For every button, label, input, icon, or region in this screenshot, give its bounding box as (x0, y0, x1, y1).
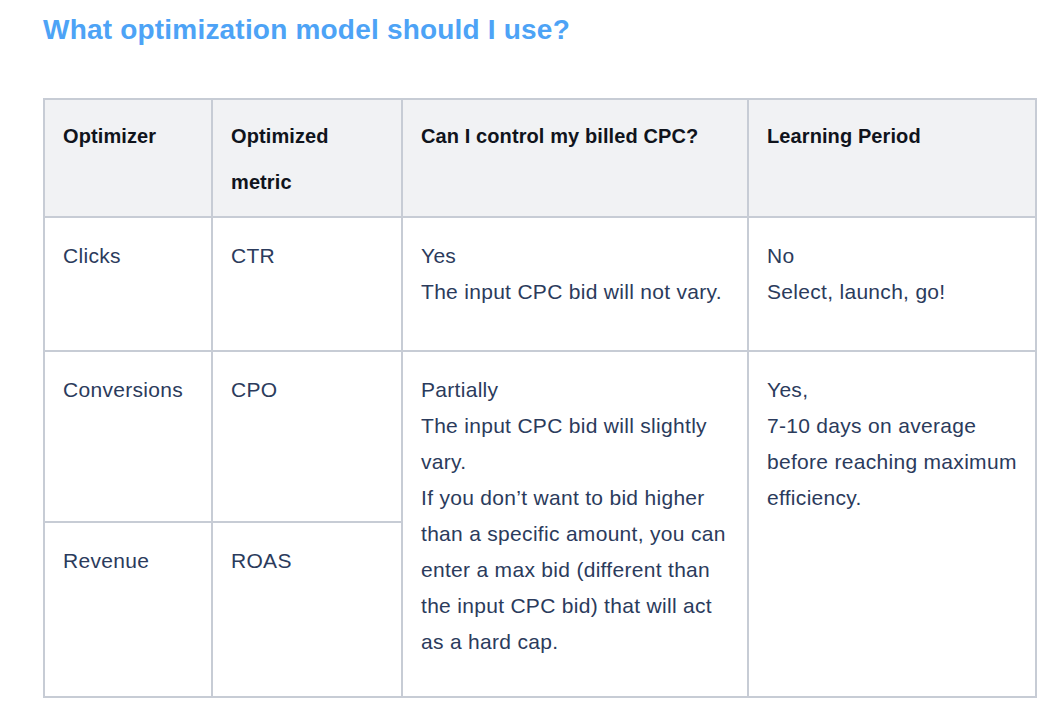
cell-text-line: 7-10 days on average before reaching max… (767, 408, 1017, 516)
column-header-optimized-metric: Optimized metric (212, 99, 402, 217)
cell-learning-period-clicks: No Select, launch, go! (748, 217, 1036, 351)
cell-text-line: If you don’t want to bid higher than a s… (421, 480, 729, 660)
table-row-conversions: Conversions CPO Partially The input CPC … (44, 351, 1036, 522)
cell-metric-ctr: CTR (212, 217, 402, 351)
cell-text-line: No (767, 238, 1017, 274)
cell-optimizer-clicks: Clicks (44, 217, 212, 351)
cell-text-line: Select, launch, go! (767, 274, 1017, 310)
cell-text-line: The input CPC bid will not vary. (421, 274, 729, 310)
cell-text-line: The input CPC bid will slightly vary. (421, 408, 729, 480)
cell-metric-roas: ROAS (212, 522, 402, 697)
cell-optimizer-conversions: Conversions (44, 351, 212, 522)
cell-text-line: Partially (421, 372, 729, 408)
column-header-learning-period: Learning Period (748, 99, 1036, 217)
cell-optimizer-revenue: Revenue (44, 522, 212, 697)
page-title: What optimization model should I use? (43, 15, 1057, 45)
cell-cpc-control-clicks: Yes The input CPC bid will not vary. (402, 217, 748, 351)
table-row-clicks: Clicks CTR Yes The input CPC bid will no… (44, 217, 1036, 351)
cell-text-line: Yes, (767, 372, 1017, 408)
cell-cpc-control-conversions-revenue: Partially The input CPC bid will slightl… (402, 351, 748, 697)
cell-learning-period-conversions-revenue: Yes, 7-10 days on average before reachin… (748, 351, 1036, 697)
optimization-model-table: Optimizer Optimized metric Can I control… (43, 98, 1037, 698)
cell-text-line: Yes (421, 238, 729, 274)
table-header-row: Optimizer Optimized metric Can I control… (44, 99, 1036, 217)
column-header-optimizer: Optimizer (44, 99, 212, 217)
column-header-cpc-control: Can I control my billed CPC? (402, 99, 748, 217)
cell-metric-cpo: CPO (212, 351, 402, 522)
page: What optimization model should I use? Op… (0, 0, 1057, 715)
